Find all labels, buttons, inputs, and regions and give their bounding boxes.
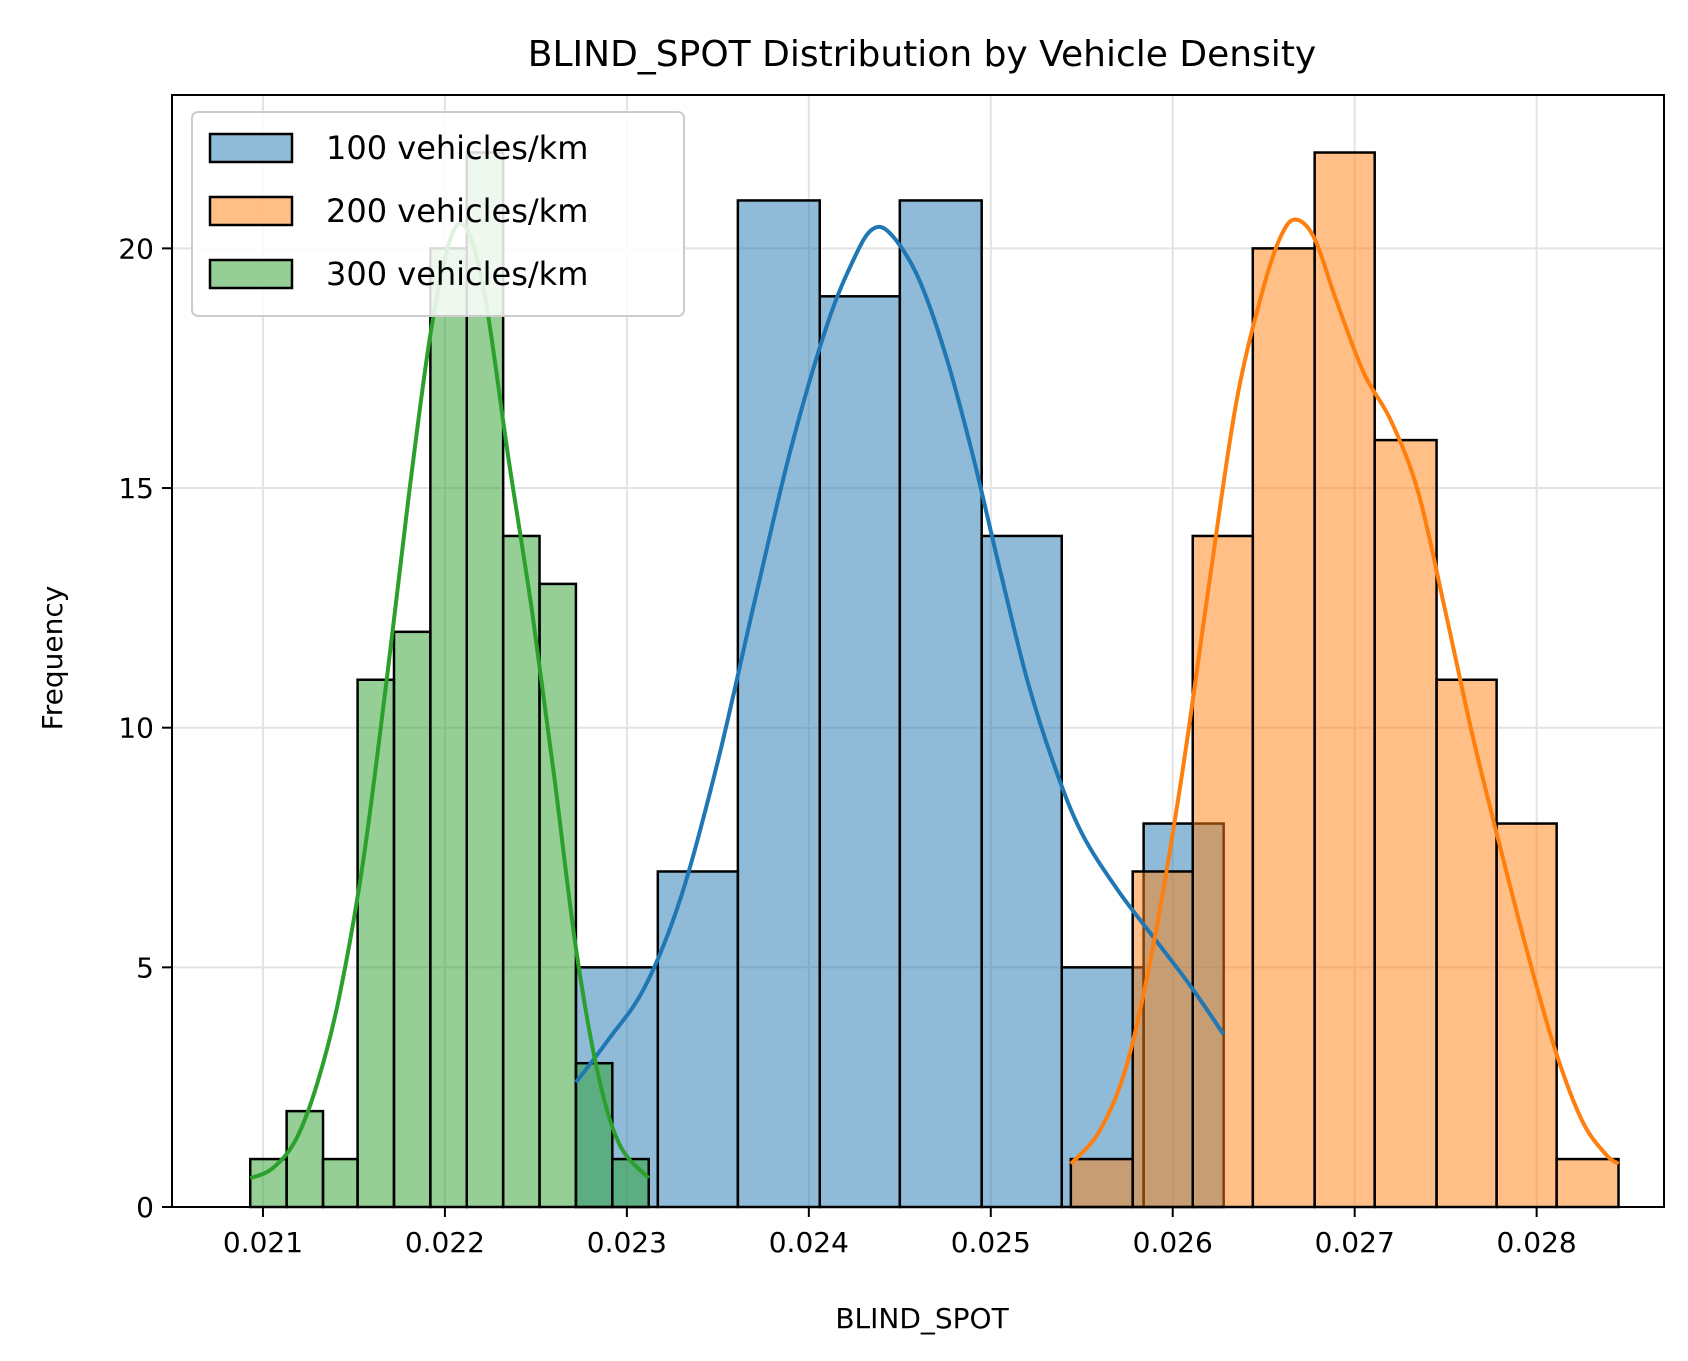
histogram-bar-300 xyxy=(392,630,432,1209)
histogram-bar-100 xyxy=(898,199,983,1209)
kde-curve-100 xyxy=(574,224,1226,1084)
histogram-bar-100 xyxy=(736,199,821,1209)
legend: 100 vehicles/km 200 vehicles/km 300 vehicl… xyxy=(191,111,685,317)
histogram-bar-200 xyxy=(1251,247,1316,1209)
y-axis: 0 5 10 15 20 xyxy=(118,232,172,1224)
histogram-bar-300 xyxy=(429,247,469,1209)
legend-label-200: 200 vehicles/km xyxy=(326,192,588,230)
plot-frame xyxy=(171,94,1665,1208)
histogram-bar-200 xyxy=(1313,151,1376,1209)
histogram-bar-300 xyxy=(285,1109,325,1209)
legend-swatch-100 xyxy=(208,132,294,164)
histogram-bar-100 xyxy=(980,534,1063,1209)
legend-label-100: 100 vehicles/km xyxy=(326,129,588,167)
x-tick-label: 0.028 xyxy=(1497,1226,1577,1259)
x-tick-label: 0.022 xyxy=(405,1226,485,1259)
y-tick-label: 15 xyxy=(118,472,154,505)
y-tick-label: 10 xyxy=(118,712,154,745)
histogram-bar-200 xyxy=(1555,1157,1620,1209)
legend-box xyxy=(191,111,685,317)
legend-swatch-200 xyxy=(208,195,294,227)
x-tick-label: 0.024 xyxy=(769,1226,849,1259)
histogram-bar-300 xyxy=(574,1061,614,1209)
x-tick-label: 0.026 xyxy=(1133,1226,1213,1259)
y-tick-label: 20 xyxy=(118,232,154,265)
y-tick-label: 5 xyxy=(136,951,154,984)
histogram-bar-200 xyxy=(1495,822,1558,1209)
histogram-bar-100 xyxy=(656,870,740,1209)
histogram-bar-300 xyxy=(611,1157,650,1209)
x-tick-label: 0.027 xyxy=(1315,1226,1395,1259)
histogram-bar-200 xyxy=(1191,534,1255,1209)
histogram-bar-200 xyxy=(1435,678,1498,1209)
chart-title: BLIND_SPOT Distribution by Vehicle Densi… xyxy=(528,34,1316,75)
legend-swatch-300 xyxy=(208,258,294,290)
x-tick-label: 0.023 xyxy=(587,1226,667,1259)
kde-curve-200 xyxy=(1069,217,1620,1166)
x-axis: 0.021 0.022 0.023 0.024 0.025 0.026 0.027 0.028 xyxy=(223,1207,1577,1259)
histogram-bar-200 xyxy=(1373,438,1438,1209)
legend-label-300: 300 vehicles/km xyxy=(326,255,588,293)
y-axis-label: Frequency xyxy=(36,586,69,731)
histogram-bar-300 xyxy=(248,1157,288,1209)
x-tick-label: 0.025 xyxy=(951,1226,1031,1259)
x-axis-label: BLIND_SPOT xyxy=(835,1302,1009,1335)
histogram-bar-300 xyxy=(321,1157,359,1209)
histogram-bar-200 xyxy=(1069,1157,1134,1209)
histogram-bar-100 xyxy=(818,295,902,1209)
y-tick-label: 0 xyxy=(136,1191,154,1224)
x-tick-label: 0.021 xyxy=(223,1226,303,1259)
